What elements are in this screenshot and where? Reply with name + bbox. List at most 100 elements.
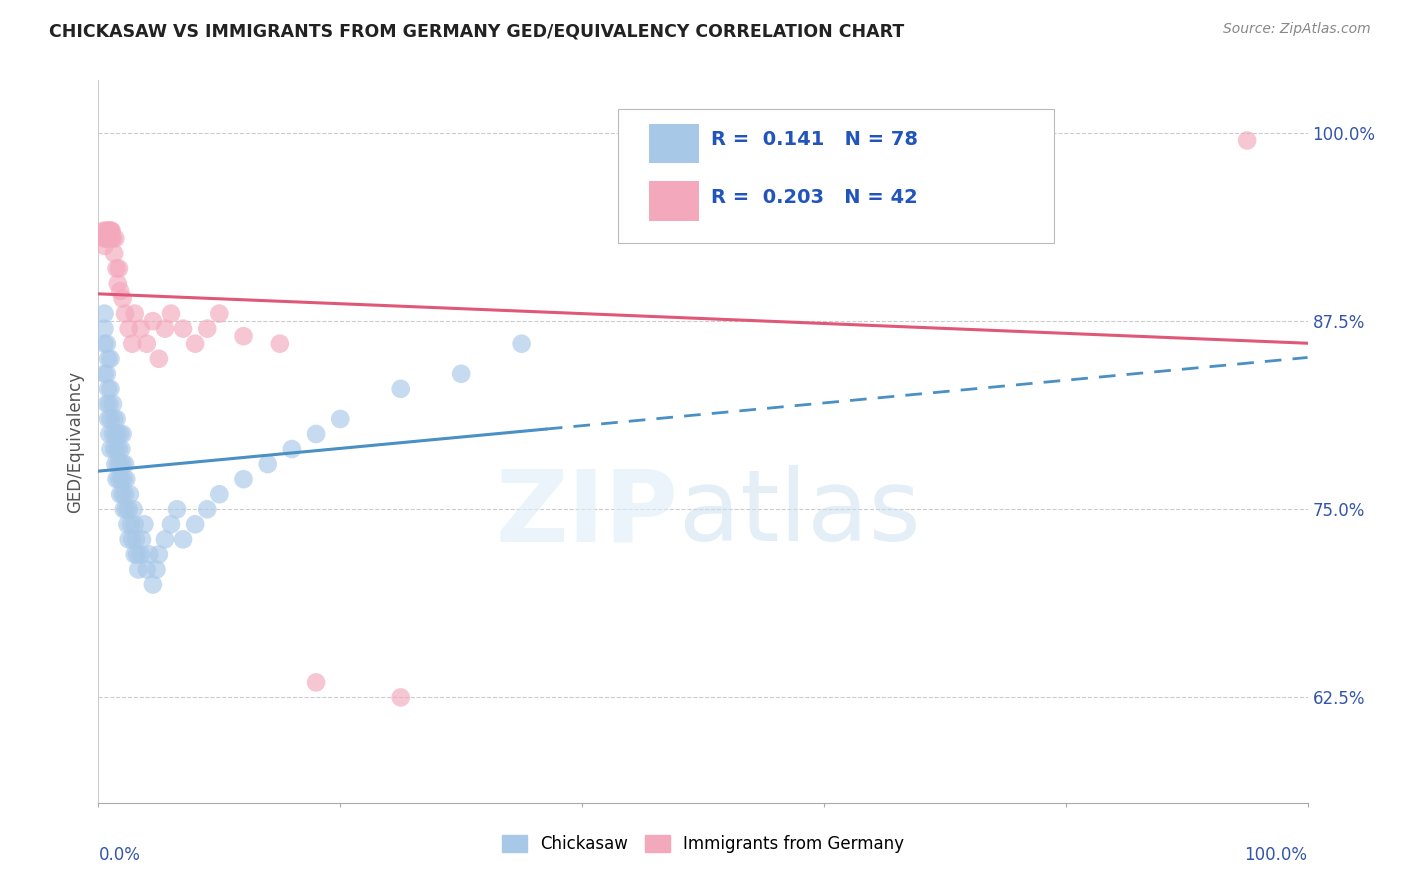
Point [94, 231, 117, 245]
Point [98, 231, 121, 245]
Point [510, 336, 533, 351]
Point [91, 224, 114, 238]
Point [100, 351, 122, 366]
Text: 100.0%: 100.0% [1244, 847, 1308, 864]
Point [97, 224, 120, 238]
Point [104, 231, 127, 245]
Point [96, 224, 118, 238]
Text: ZIP: ZIP [496, 466, 679, 562]
Point [117, 517, 139, 532]
Point [108, 261, 131, 276]
Point [153, 321, 176, 335]
Point [172, 533, 194, 547]
Point [107, 277, 129, 291]
Point [172, 321, 194, 335]
FancyBboxPatch shape [648, 181, 699, 221]
Point [208, 487, 231, 501]
Point [108, 284, 131, 298]
Point [101, 397, 124, 411]
Point [108, 442, 131, 456]
Text: 0.0%: 0.0% [98, 847, 141, 864]
Point [93, 307, 115, 321]
Point [100, 224, 122, 238]
Point [96, 231, 118, 245]
Point [184, 517, 207, 532]
Point [138, 548, 160, 562]
Point [114, 457, 136, 471]
Point [93, 239, 115, 253]
Point [103, 442, 125, 456]
Point [389, 382, 412, 396]
Point [232, 472, 254, 486]
Point [104, 457, 127, 471]
Point [129, 548, 152, 562]
Point [111, 427, 134, 442]
Point [100, 412, 122, 426]
Point [127, 548, 149, 562]
Point [281, 442, 304, 456]
Point [135, 336, 157, 351]
Point [114, 307, 136, 321]
Point [148, 351, 170, 366]
Point [97, 351, 120, 366]
Point [122, 502, 145, 516]
Y-axis label: GED/Equivalency: GED/Equivalency [66, 370, 84, 513]
Point [148, 548, 170, 562]
Point [96, 336, 118, 351]
Point [329, 412, 352, 426]
Point [111, 457, 134, 471]
Text: R =  0.141   N = 78: R = 0.141 N = 78 [711, 130, 918, 149]
Point [105, 412, 128, 426]
Point [115, 472, 138, 486]
Point [208, 307, 231, 321]
Point [153, 533, 176, 547]
Point [110, 442, 132, 456]
Point [93, 367, 115, 381]
Point [98, 427, 121, 442]
Point [160, 517, 183, 532]
Point [107, 457, 129, 471]
Point [124, 517, 146, 532]
Point [166, 502, 188, 516]
Point [124, 548, 146, 562]
Point [100, 224, 122, 238]
Point [118, 502, 141, 516]
Point [98, 224, 121, 238]
Point [103, 246, 125, 260]
Point [93, 336, 115, 351]
Text: atlas: atlas [679, 466, 921, 562]
Point [195, 321, 218, 335]
Point [100, 224, 122, 238]
Legend: Chickasaw, Immigrants from Germany: Chickasaw, Immigrants from Germany [495, 828, 911, 860]
Point [108, 487, 131, 501]
Point [103, 412, 125, 426]
Point [112, 472, 135, 486]
Point [142, 577, 165, 591]
Text: Source: ZipAtlas.com: Source: ZipAtlas.com [1223, 22, 1371, 37]
Point [101, 231, 124, 245]
Point [305, 675, 328, 690]
Point [131, 533, 153, 547]
FancyBboxPatch shape [648, 124, 699, 163]
Point [96, 367, 118, 381]
Point [118, 321, 141, 335]
Point [121, 533, 143, 547]
Point [101, 427, 124, 442]
Point [124, 307, 146, 321]
Point [104, 427, 127, 442]
Point [195, 502, 218, 516]
FancyBboxPatch shape [619, 109, 1053, 243]
Point [256, 457, 278, 471]
Point [184, 336, 207, 351]
Point [100, 382, 122, 396]
Point [105, 442, 128, 456]
Point [120, 517, 142, 532]
Point [112, 502, 135, 516]
Point [115, 502, 138, 516]
Point [105, 472, 128, 486]
Text: CHICKASAW VS IMMIGRANTS FROM GERMANY GED/EQUIVALENCY CORRELATION CHART: CHICKASAW VS IMMIGRANTS FROM GERMANY GED… [49, 22, 904, 40]
Point [98, 397, 121, 411]
Point [93, 321, 115, 335]
Point [232, 329, 254, 343]
Text: R =  0.203   N = 42: R = 0.203 N = 42 [711, 188, 918, 207]
